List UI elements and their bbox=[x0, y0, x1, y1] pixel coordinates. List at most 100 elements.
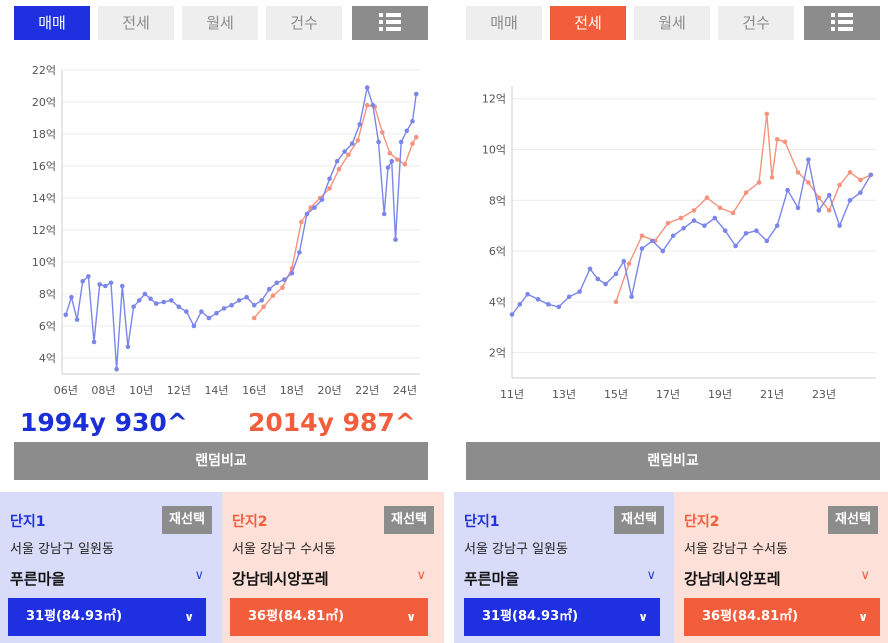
data-point bbox=[355, 138, 361, 143]
data-point bbox=[847, 170, 853, 175]
complex1-title: 단지1 bbox=[10, 514, 46, 530]
list-view-button[interactable] bbox=[804, 6, 880, 40]
complex2-title: 단지2 bbox=[684, 514, 720, 530]
data-point bbox=[214, 310, 219, 316]
data-point bbox=[63, 312, 69, 318]
complex1-card: 단지1 재선택 서울 강남구 일원동 푸른마을 ∨ 31평(84.93㎡) ∨ bbox=[0, 492, 222, 643]
data-point bbox=[665, 220, 671, 226]
data-point bbox=[410, 141, 415, 146]
data-point bbox=[74, 317, 80, 322]
data-point bbox=[702, 223, 707, 228]
complex1-reselect-button[interactable]: 재선택 bbox=[614, 506, 664, 534]
complex2-name-select[interactable]: 강남데시앙포레 bbox=[232, 570, 329, 588]
complex1-title: 단지1 bbox=[464, 514, 500, 530]
data-point bbox=[69, 294, 74, 300]
chevron-down-icon[interactable]: ∨ bbox=[860, 568, 870, 583]
complex1-name-select[interactable]: 푸른마을 bbox=[464, 570, 520, 588]
data-point bbox=[795, 205, 801, 211]
x-tick-label: 24년 bbox=[393, 384, 417, 397]
data-point bbox=[639, 246, 645, 251]
complex2-size-select[interactable]: 36평(84.81㎡) ∨ bbox=[230, 598, 428, 636]
data-point bbox=[743, 230, 749, 236]
data-point bbox=[756, 180, 762, 185]
complex2-reselect-button[interactable]: 재선택 bbox=[384, 506, 434, 534]
tab-sale[interactable]: 매매 bbox=[14, 6, 90, 40]
tab-sale[interactable]: 매매 bbox=[466, 6, 542, 40]
data-point bbox=[717, 205, 723, 211]
x-tick-label: 18년 bbox=[280, 384, 304, 397]
x-tick-label: 23년 bbox=[812, 388, 836, 401]
series-line bbox=[615, 113, 872, 303]
data-point bbox=[142, 291, 148, 297]
data-point bbox=[556, 304, 562, 310]
chevron-down-icon: ∨ bbox=[858, 610, 868, 624]
chevron-down-icon[interactable]: ∨ bbox=[416, 568, 426, 583]
data-point bbox=[370, 102, 376, 108]
data-point bbox=[678, 215, 684, 221]
x-tick-label: 21년 bbox=[760, 388, 784, 401]
data-point bbox=[251, 302, 257, 308]
data-point bbox=[357, 122, 363, 127]
data-point bbox=[795, 170, 801, 175]
data-point bbox=[603, 281, 608, 287]
data-point bbox=[280, 285, 285, 290]
complex2-title: 단지2 bbox=[232, 514, 268, 530]
complex1-address: 서울 강남구 일원동 bbox=[464, 542, 568, 557]
tab-jeonse[interactable]: 전세 bbox=[550, 6, 626, 40]
data-point bbox=[364, 102, 370, 108]
list-view-button[interactable] bbox=[352, 6, 428, 40]
data-point bbox=[148, 296, 153, 302]
data-point bbox=[364, 85, 370, 90]
data-point bbox=[349, 141, 355, 146]
data-point bbox=[393, 237, 398, 242]
x-tick-label: 08년 bbox=[91, 384, 115, 397]
data-point bbox=[342, 149, 347, 154]
data-point bbox=[858, 177, 863, 183]
data-point bbox=[114, 366, 119, 372]
complex2-reselect-button[interactable]: 재선택 bbox=[828, 506, 878, 534]
tab-count[interactable]: 건수 bbox=[718, 6, 794, 40]
chevron-down-icon[interactable]: ∨ bbox=[194, 568, 204, 583]
data-point bbox=[577, 289, 582, 294]
data-point bbox=[413, 91, 419, 97]
complex1-name-select[interactable]: 푸른마을 bbox=[10, 570, 66, 588]
random-compare-button[interactable]: 랜덤비교 bbox=[466, 442, 880, 480]
complex1-reselect-button[interactable]: 재선택 bbox=[162, 506, 212, 534]
y-tick-label: 18억 bbox=[32, 128, 56, 141]
complex1-size-select[interactable]: 31평(84.93㎡) ∨ bbox=[8, 598, 206, 636]
complex2-size-label: 36평(84.81㎡) bbox=[248, 609, 345, 624]
y-tick-label: 6억 bbox=[489, 245, 506, 258]
data-point bbox=[670, 233, 676, 239]
data-point bbox=[613, 271, 619, 277]
jeonse-price-chart: 2억 4억 6억 8억 10억 12억 11년 13년 15년 17년 19년 21년 23년 bbox=[482, 86, 876, 401]
data-point bbox=[259, 298, 265, 303]
data-point bbox=[785, 187, 790, 193]
complex2-size-select[interactable]: 36평(84.81㎡) ∨ bbox=[684, 598, 880, 636]
tab-count[interactable]: 건수 bbox=[266, 6, 342, 40]
y-tick-label: 6억 bbox=[39, 320, 56, 333]
data-point bbox=[816, 195, 822, 201]
tab-monthly-rent[interactable]: 월세 bbox=[634, 6, 710, 40]
data-point bbox=[389, 158, 395, 164]
y-tick-label: 16억 bbox=[32, 160, 56, 173]
complex1-size-select[interactable]: 31평(84.93㎡) ∨ bbox=[464, 598, 660, 636]
complex1-compare-label: 1994y 930^ bbox=[20, 408, 188, 437]
series-line bbox=[253, 104, 417, 319]
tab-jeonse[interactable]: 전세 bbox=[98, 6, 174, 40]
chevron-down-icon[interactable]: ∨ bbox=[646, 568, 656, 583]
data-point bbox=[517, 302, 523, 307]
series-line bbox=[511, 159, 872, 315]
y-tick-label: 8억 bbox=[39, 288, 56, 301]
complex2-name-select[interactable]: 강남데시앙포레 bbox=[684, 570, 781, 588]
x-tick-label: 15년 bbox=[604, 388, 628, 401]
data-point bbox=[410, 118, 415, 124]
random-compare-button[interactable]: 랜덤비교 bbox=[14, 442, 428, 480]
data-point bbox=[191, 323, 197, 329]
chevron-down-icon: ∨ bbox=[638, 610, 648, 624]
y-tick-label: 20억 bbox=[32, 96, 56, 109]
tab-monthly-rent[interactable]: 월세 bbox=[182, 6, 258, 40]
data-point bbox=[97, 282, 102, 287]
x-tick-label: 11년 bbox=[500, 388, 524, 401]
data-point bbox=[184, 309, 189, 314]
data-point bbox=[80, 278, 86, 284]
